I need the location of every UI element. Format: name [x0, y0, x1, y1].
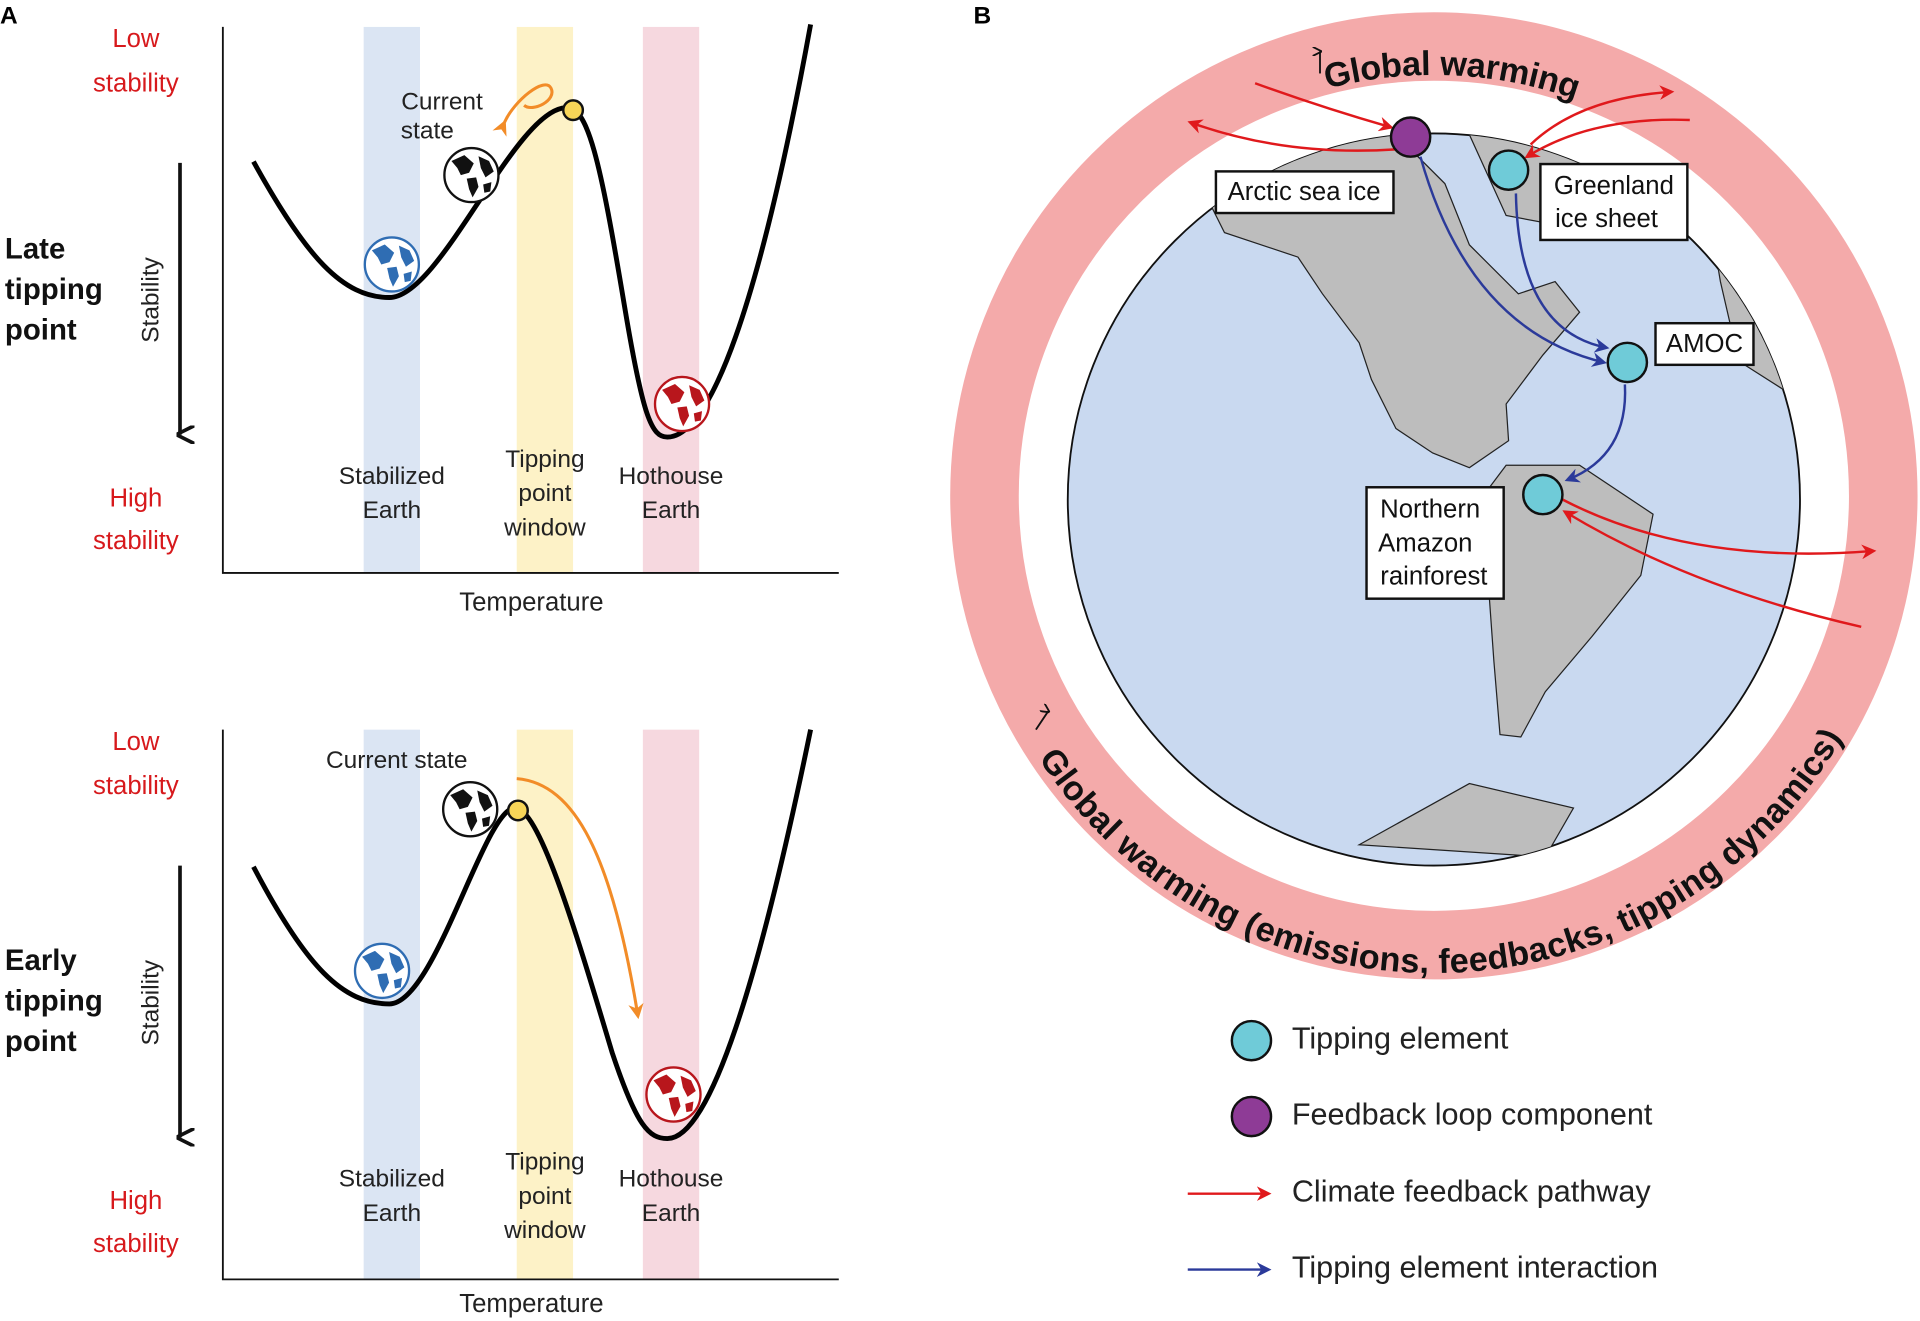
zone-label: point	[518, 480, 571, 507]
legend-label: Tipping element interaction	[1292, 1251, 1658, 1285]
node-label: rainforest	[1380, 563, 1487, 591]
low-stability: stability	[93, 69, 179, 97]
feedback-arrow	[1254, 82, 1394, 132]
row-label: Late	[5, 233, 65, 266]
zone-label: Hothouse	[619, 463, 724, 490]
node-label: Amazon	[1378, 530, 1472, 558]
feedback-arrow	[1561, 498, 1877, 560]
high-stability: High	[109, 484, 162, 512]
zone-label: window	[503, 1217, 586, 1244]
label-box	[1365, 486, 1505, 600]
interaction-arrow	[1419, 156, 1607, 367]
high-stability: stability	[93, 527, 179, 555]
zone-label: Stabilized	[339, 1166, 445, 1193]
interaction-arrow	[1564, 384, 1627, 483]
tipping-node	[1522, 473, 1564, 516]
legend-label: Tipping element	[1292, 1022, 1509, 1056]
y-axis-label: Stability	[137, 256, 164, 342]
low-stability: Low	[112, 25, 160, 53]
zone-label: point	[518, 1183, 571, 1210]
node-label: Arctic sea ice	[1228, 178, 1381, 206]
orange-arrow	[492, 83, 554, 137]
zone-label: Tipping	[505, 446, 584, 473]
axes	[221, 729, 839, 1281]
plot-late: Stability Temperature Low stability High…	[5, 24, 839, 616]
current-state: Current	[401, 88, 483, 115]
legend-swatch	[1230, 1095, 1273, 1138]
earth-icon	[443, 146, 500, 204]
y-axis-label: Stability	[137, 959, 164, 1045]
earth-icon	[653, 375, 711, 433]
nodes: Arctic sea ice Greenland ice sheet AMOC …	[1214, 116, 1755, 600]
row-label: tipping	[5, 273, 103, 306]
earth-icon	[363, 236, 421, 293]
legend-swatch	[1230, 1019, 1273, 1062]
label-box	[1214, 170, 1395, 215]
node-label: Greenland	[1554, 172, 1674, 200]
axes	[221, 26, 839, 574]
north-america	[1205, 134, 1581, 469]
tipping-node	[1487, 149, 1530, 191]
label-box	[1539, 162, 1689, 242]
legend: Tipping element Feedback loop component …	[1187, 1019, 1658, 1285]
row-label: tipping	[5, 984, 103, 1017]
high-stability: High	[109, 1187, 162, 1215]
legend-label: Feedback loop component	[1292, 1098, 1653, 1132]
panel-label: B	[973, 3, 991, 30]
zone-label: Earth	[363, 497, 421, 524]
zone-window	[516, 729, 574, 1280]
warming-ring	[950, 12, 1918, 980]
node-label: ice sheet	[1555, 205, 1658, 233]
earth-icon	[441, 781, 499, 838]
earth-icon	[353, 942, 411, 1000]
zone-label: Hothouse	[619, 1166, 724, 1193]
interaction-arrow	[1514, 193, 1610, 353]
stability-curve	[251, 24, 814, 440]
feedback-node	[1389, 116, 1432, 158]
zone-label: Tipping	[505, 1149, 584, 1176]
zone-hothouse	[642, 26, 700, 573]
zone-label: Earth	[642, 1200, 700, 1227]
zone-stabilized	[363, 26, 420, 573]
tipping-node	[1606, 341, 1649, 384]
current-state: state	[401, 118, 454, 145]
current-state: Current state	[326, 747, 467, 774]
low-stability: Low	[112, 728, 160, 756]
feedback-arrow	[1529, 85, 1675, 146]
panel-label: A	[0, 3, 18, 30]
zone-label: Stabilized	[339, 463, 445, 490]
feedback-arrow	[1187, 119, 1396, 152]
current-point	[506, 799, 529, 822]
plot-early: Stability Temperature Low stability High…	[5, 728, 839, 1318]
low-stability: stability	[93, 772, 179, 800]
legend-label: Climate feedback pathway	[1292, 1175, 1652, 1209]
zone-label: Earth	[363, 1200, 421, 1227]
high-stability: stability	[93, 1230, 179, 1258]
label-box	[1654, 321, 1755, 367]
node-label: Northern	[1380, 495, 1480, 523]
node-label: AMOC	[1666, 330, 1743, 358]
stability-curve	[251, 729, 814, 1142]
zone-label: Earth	[642, 497, 700, 524]
current-point	[562, 99, 585, 122]
feedback-arrow	[1524, 118, 1690, 159]
row-label: point	[5, 1025, 77, 1058]
up-arrow	[1035, 711, 1048, 731]
orange-arrow	[516, 777, 644, 1020]
row-label: point	[5, 314, 77, 347]
zone-hothouse	[642, 729, 700, 1280]
antarctica	[1357, 782, 1575, 858]
zone-label: window	[503, 514, 586, 541]
x-axis-label: Temperature	[459, 588, 603, 616]
x-axis-label: Temperature	[459, 1290, 603, 1318]
earth-icon	[645, 1066, 702, 1123]
pathways	[1187, 82, 1877, 629]
feedback-arrow	[1562, 510, 1862, 629]
row-label: Early	[5, 944, 78, 977]
